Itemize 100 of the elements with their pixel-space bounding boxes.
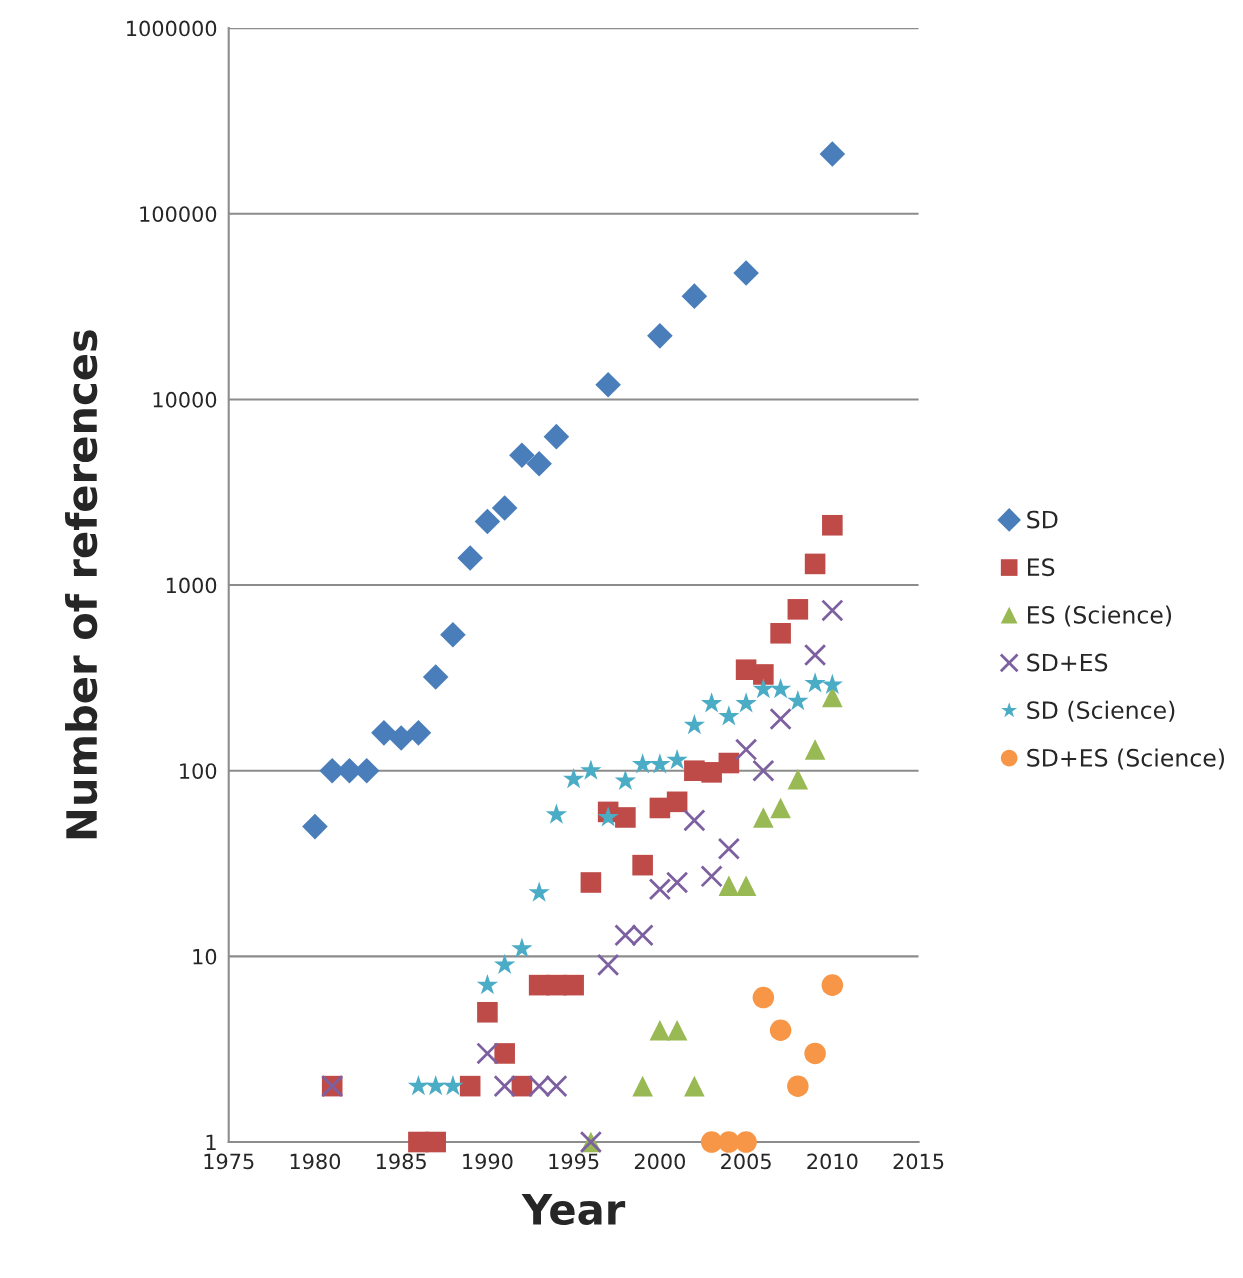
point xyxy=(683,809,706,832)
point xyxy=(580,759,602,780)
point xyxy=(752,759,775,782)
x-tick-label: 1980 xyxy=(290,1153,341,1170)
point xyxy=(648,878,672,901)
x-tick-label: 1975 xyxy=(204,1153,254,1170)
point xyxy=(632,1075,653,1097)
x-tick-label: 2010 xyxy=(807,1153,858,1170)
point xyxy=(684,1075,705,1097)
point xyxy=(407,1074,430,1096)
x-tick-label: 2005 xyxy=(721,1153,771,1170)
point xyxy=(804,739,826,760)
point xyxy=(302,813,328,840)
point xyxy=(683,713,706,735)
point xyxy=(769,707,792,731)
point xyxy=(717,837,741,860)
point xyxy=(681,283,708,309)
point xyxy=(580,872,602,893)
point xyxy=(822,514,843,536)
point xyxy=(735,875,757,897)
point xyxy=(821,673,843,694)
legend-label: SD xyxy=(1027,510,1058,529)
point xyxy=(821,599,844,622)
point xyxy=(632,854,653,876)
point xyxy=(647,323,673,349)
x-tick-label: 1995 xyxy=(549,1153,599,1170)
point xyxy=(595,371,621,398)
point xyxy=(528,881,550,902)
point xyxy=(666,791,688,813)
point xyxy=(545,803,568,824)
y-tick-label: 1000 xyxy=(166,577,217,594)
point xyxy=(425,1074,447,1096)
point xyxy=(787,768,809,790)
point xyxy=(509,442,535,469)
point xyxy=(700,865,723,888)
x-tick-label: 1985 xyxy=(376,1153,426,1170)
point xyxy=(734,738,758,761)
point xyxy=(787,1075,809,1097)
x-tick-label: 1990 xyxy=(463,1153,513,1170)
y-tick-label: 100000 xyxy=(140,206,217,222)
point xyxy=(718,875,740,897)
point xyxy=(735,1131,757,1153)
y-tick-label: 1000000 xyxy=(127,20,217,37)
point xyxy=(597,806,619,827)
point xyxy=(442,1074,464,1096)
point xyxy=(804,1042,826,1065)
point xyxy=(753,807,774,828)
point xyxy=(494,953,516,974)
point xyxy=(474,508,501,535)
point xyxy=(666,1019,688,1041)
point xyxy=(649,1019,671,1041)
point xyxy=(563,974,584,996)
point xyxy=(476,1042,499,1065)
point xyxy=(787,599,809,620)
legend-label: SD+ES (Science) xyxy=(1027,748,1224,770)
point xyxy=(371,720,397,746)
point xyxy=(803,643,827,667)
point xyxy=(733,260,759,286)
point xyxy=(769,1019,792,1042)
point xyxy=(459,1075,481,1097)
x-axis-title: Year xyxy=(521,1194,626,1225)
point xyxy=(476,973,499,995)
point xyxy=(735,692,757,713)
point xyxy=(562,768,585,789)
point xyxy=(477,1001,498,1023)
point xyxy=(819,141,846,167)
point xyxy=(787,689,809,711)
point xyxy=(821,974,844,996)
point xyxy=(543,423,570,450)
legend-label: SD (Science) xyxy=(1027,700,1175,722)
point xyxy=(422,664,449,690)
point xyxy=(457,545,483,571)
point xyxy=(491,495,518,521)
point xyxy=(666,748,688,770)
point xyxy=(440,621,466,648)
point xyxy=(770,622,791,644)
point xyxy=(526,450,552,477)
legend-label: SD+ES xyxy=(1027,653,1108,672)
x-tick-label: 2015 xyxy=(893,1153,944,1170)
y-tick-label: 10 xyxy=(193,948,217,965)
point xyxy=(614,769,637,791)
point xyxy=(718,705,740,726)
point xyxy=(769,677,792,699)
point xyxy=(511,937,533,958)
x-tick-label: 2000 xyxy=(634,1153,685,1170)
point xyxy=(701,762,722,783)
legend-label: ES (Science) xyxy=(1028,605,1172,627)
point xyxy=(615,807,636,828)
point xyxy=(822,686,843,708)
point xyxy=(753,664,774,685)
point xyxy=(631,753,654,774)
point xyxy=(649,753,671,774)
point xyxy=(770,797,791,819)
point xyxy=(425,1131,446,1153)
point xyxy=(405,720,432,746)
point xyxy=(665,871,689,894)
legend-label: ES xyxy=(1028,558,1055,577)
point xyxy=(494,1043,515,1064)
point xyxy=(804,553,826,575)
point xyxy=(596,953,620,977)
